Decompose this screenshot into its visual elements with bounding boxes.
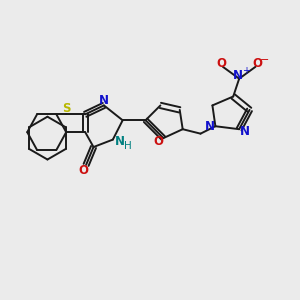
Text: O: O (153, 135, 163, 148)
Text: N: N (239, 125, 250, 138)
Text: O: O (252, 57, 262, 70)
Text: O: O (216, 57, 226, 70)
Text: N: N (205, 120, 215, 133)
Text: O: O (79, 164, 89, 177)
Text: −: − (260, 55, 270, 65)
Text: N: N (99, 94, 109, 106)
Text: N: N (233, 69, 243, 82)
Text: S: S (62, 102, 70, 115)
Text: +: + (242, 66, 250, 76)
Text: H: H (124, 140, 132, 151)
Text: N: N (115, 135, 125, 148)
